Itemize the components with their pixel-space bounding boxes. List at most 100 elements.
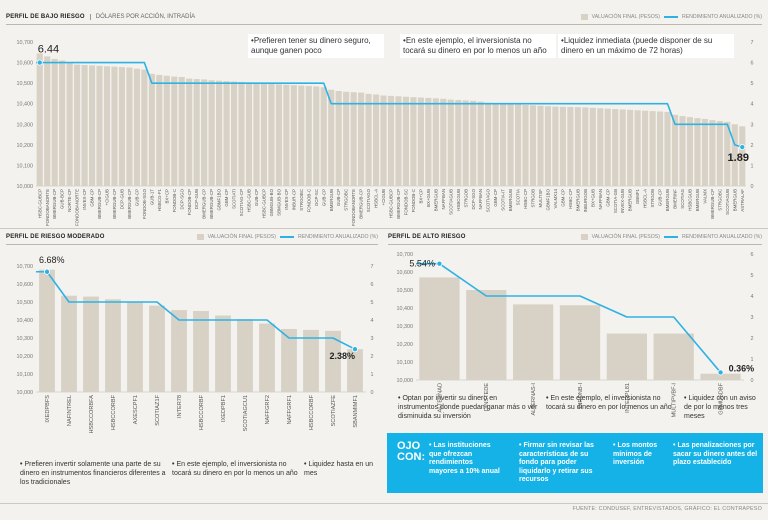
bar — [118, 67, 126, 186]
y-tick-label: 10,500 — [17, 300, 34, 306]
bar — [500, 103, 507, 186]
bar — [597, 108, 604, 186]
x-tick-label: SBMGUB-BO — [276, 188, 281, 215]
bar — [642, 110, 649, 186]
x-tick-label: HSBCGUB — [687, 189, 692, 211]
legend-bar-swatch — [580, 14, 588, 20]
y-tick-label: 10,600 — [397, 270, 414, 276]
x-tick-label: FONDOB-CP — [187, 189, 192, 215]
rate-line — [36, 61, 743, 148]
y-tick-label: 10,700 — [397, 252, 414, 258]
x-tick-label: +CIGUB — [381, 189, 386, 206]
x-tick-label: GBM-CP — [493, 189, 498, 207]
x-tick-label: GBMGUB-BO — [269, 188, 274, 216]
x-tick-label: DCP-SC — [314, 189, 319, 206]
bar — [485, 102, 492, 186]
x-tick-label: FONDOB-C — [411, 189, 416, 212]
bar — [343, 91, 350, 186]
chart-high: 10,000 10,100 10,200 10,300 10,400 10,500 10,6… — [397, 252, 755, 417]
x-tick-label: +CIGUB — [105, 189, 110, 206]
bar — [559, 106, 566, 186]
bar — [126, 67, 133, 186]
legend-line-swatch — [663, 236, 678, 238]
top-panel-subtitle: DÓLARES POR ACCIÓN, INTRADÍA — [89, 14, 195, 20]
y2-tick-label: 6 — [751, 252, 754, 258]
x-tick-label: DINSTEDE — [484, 383, 490, 412]
x-tick-label: BMERGUB-CP — [112, 189, 117, 219]
bar — [350, 92, 357, 186]
rate-label-last: 2.38% — [329, 351, 355, 361]
bar — [156, 74, 163, 186]
bar — [230, 81, 238, 186]
rate-label-last: 1.89 — [728, 152, 749, 164]
bar — [216, 80, 223, 186]
moderate-panel-header: PERFIL DE RIESGO MODERADO VALUACIÓN FINA… — [6, 230, 378, 245]
y2-tick-label: 3 — [751, 122, 754, 128]
y-tick-label: 10,500 — [17, 81, 34, 87]
x-tick-label: INBURGOB — [583, 189, 588, 212]
y-tick-label: 10,100 — [17, 372, 34, 378]
y2-tick-label: 2 — [751, 336, 754, 342]
x-tick-label: NAFFGRF2 — [265, 395, 271, 425]
y-tick-label: 10,000 — [397, 378, 414, 384]
x-tick-label: HSBCG-F1 — [157, 188, 162, 211]
x-tick-label: BMERGUB-CP — [127, 189, 132, 219]
x-tick-label: BMERGUB-CP — [202, 189, 207, 219]
bar — [402, 96, 410, 186]
y-tick-label: 10,100 — [397, 360, 414, 366]
y2-tick-label: 1 — [751, 357, 754, 363]
high-note-3: • Liquidez con un aviso de por lo menos t… — [684, 395, 756, 420]
bar — [582, 107, 589, 186]
x-tick-label: SCOTIAGUB — [448, 189, 453, 215]
rate-dot-first — [36, 59, 43, 66]
bar — [649, 111, 656, 186]
bar — [111, 66, 118, 186]
moderate-note-2: • En este ejemplo, el inversionista no to… — [172, 461, 298, 477]
bar — [537, 105, 544, 186]
bar — [259, 323, 275, 392]
legend-bar-label: VALUACIÓN FINAL (PESOS) — [207, 234, 276, 240]
bar — [193, 79, 200, 186]
bar — [290, 85, 297, 186]
bar — [178, 76, 185, 186]
bar — [686, 117, 694, 186]
bar — [700, 373, 741, 380]
bar — [163, 75, 170, 186]
x-tick-label: BMERGUB — [628, 189, 633, 211]
rate-line — [36, 270, 356, 350]
rate-dot-last — [739, 144, 746, 151]
top-callout-3: •Liquidez inmediata (puede disponer de s… — [558, 34, 734, 58]
x-tick-label: DCP-SGO — [471, 188, 476, 209]
x-tick-label: HSBC-GUBCP — [261, 189, 266, 218]
x-tick-label: BMERGUB-CP — [209, 189, 214, 219]
high-note-1: • Optan por invertir su dinero en instrum… — [398, 395, 538, 420]
rate-dot-first — [44, 268, 51, 275]
bar — [604, 108, 611, 186]
x-tick-label: SCOTIAGO — [486, 188, 491, 212]
bar — [627, 109, 634, 186]
rate-label-first: 6.44 — [38, 44, 59, 56]
bar — [455, 100, 462, 186]
x-tick-label: HSBCL-A — [643, 189, 648, 208]
bar — [529, 105, 537, 186]
y-tick-label: 10,000 — [17, 390, 34, 396]
bar — [462, 100, 469, 186]
moderate-legend: VALUACIÓN FINAL (PESOS) RENDIMIENTO ANUA… — [196, 234, 378, 240]
rate-line — [416, 262, 722, 373]
bar — [358, 92, 365, 186]
y-tick-label: 10,300 — [397, 324, 414, 330]
y-tick-label: 10,400 — [17, 318, 34, 324]
bar — [634, 110, 641, 186]
bar — [171, 310, 187, 392]
x-tick-label: BX+GUB — [426, 189, 431, 207]
x-tick-label: GUB-CP — [254, 189, 259, 206]
x-tick-label: BMERGUB-CP — [359, 189, 364, 219]
bar — [96, 65, 103, 186]
bar — [105, 299, 121, 392]
x-tick-label: INBUR-CP — [291, 189, 296, 210]
x-tick-label: BMERGUB — [433, 189, 438, 211]
x-tick-label: SCOTIAGO — [366, 188, 371, 212]
rate-dot-last — [717, 369, 724, 376]
bar — [395, 96, 402, 186]
bar — [387, 95, 395, 186]
